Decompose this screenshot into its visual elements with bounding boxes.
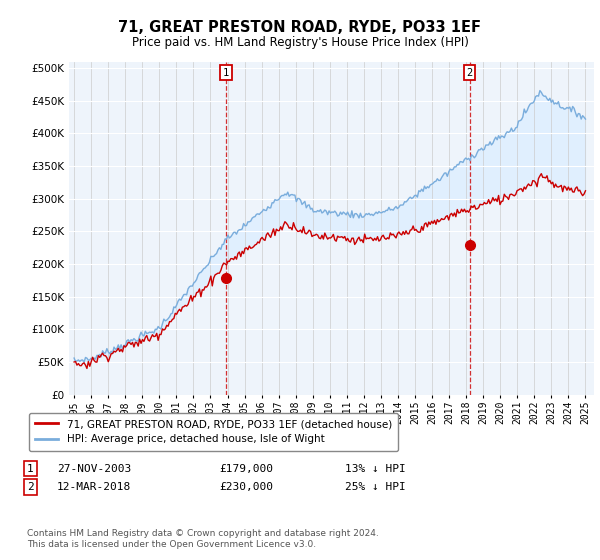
Text: 25% ↓ HPI: 25% ↓ HPI <box>345 482 406 492</box>
Text: 1: 1 <box>223 68 229 78</box>
Legend: 71, GREAT PRESTON ROAD, RYDE, PO33 1EF (detached house), HPI: Average price, det: 71, GREAT PRESTON ROAD, RYDE, PO33 1EF (… <box>29 413 398 451</box>
Text: Contains HM Land Registry data © Crown copyright and database right 2024.
This d: Contains HM Land Registry data © Crown c… <box>27 529 379 549</box>
Text: £179,000: £179,000 <box>219 464 273 474</box>
Text: 12-MAR-2018: 12-MAR-2018 <box>57 482 131 492</box>
Text: 2: 2 <box>466 68 473 78</box>
Text: 13% ↓ HPI: 13% ↓ HPI <box>345 464 406 474</box>
Text: 27-NOV-2003: 27-NOV-2003 <box>57 464 131 474</box>
Text: 1: 1 <box>27 464 34 474</box>
Text: Price paid vs. HM Land Registry's House Price Index (HPI): Price paid vs. HM Land Registry's House … <box>131 36 469 49</box>
Text: £230,000: £230,000 <box>219 482 273 492</box>
Text: 71, GREAT PRESTON ROAD, RYDE, PO33 1EF: 71, GREAT PRESTON ROAD, RYDE, PO33 1EF <box>119 20 482 35</box>
Text: 2: 2 <box>27 482 34 492</box>
